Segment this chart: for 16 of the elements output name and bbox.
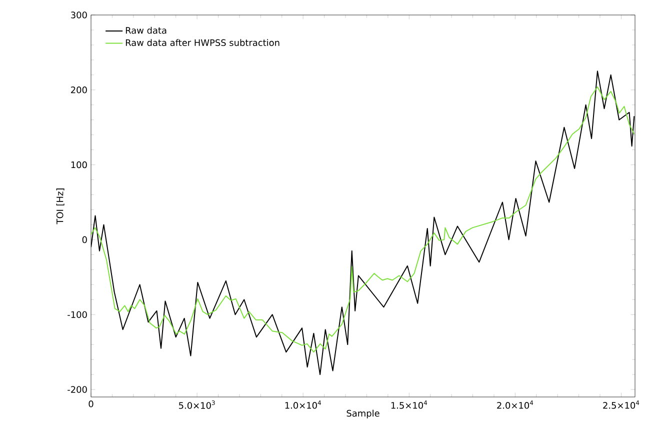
x-tick-label: 2.0×10$^{4}$ — [497, 400, 534, 409]
y-tick-label: 300 — [71, 12, 87, 18]
y-tick-label: 100 — [71, 161, 87, 168]
x-tick-label: 5.0×10$^{3}$ — [178, 400, 215, 409]
x-tick-label: 0 — [88, 400, 94, 408]
legend-label: Raw data — [126, 26, 166, 34]
y-tick-label: -200 — [68, 386, 87, 393]
x-tick-label: 1.5×10$^{4}$ — [391, 400, 428, 409]
x-tick-label: 1.0×10$^{4}$ — [285, 400, 322, 409]
x-axis-title: Sample — [346, 410, 380, 418]
y-tick-label: -100 — [68, 311, 87, 318]
x-tick-label: 2.5×10$^{4}$ — [603, 400, 640, 409]
y-tick-label: 0 — [82, 236, 87, 244]
y-axis-title: TOI [Hz] — [56, 188, 64, 224]
y-tick-label: 200 — [71, 86, 87, 94]
legend-label: Raw data after HWPSS subtraction — [126, 39, 280, 46]
